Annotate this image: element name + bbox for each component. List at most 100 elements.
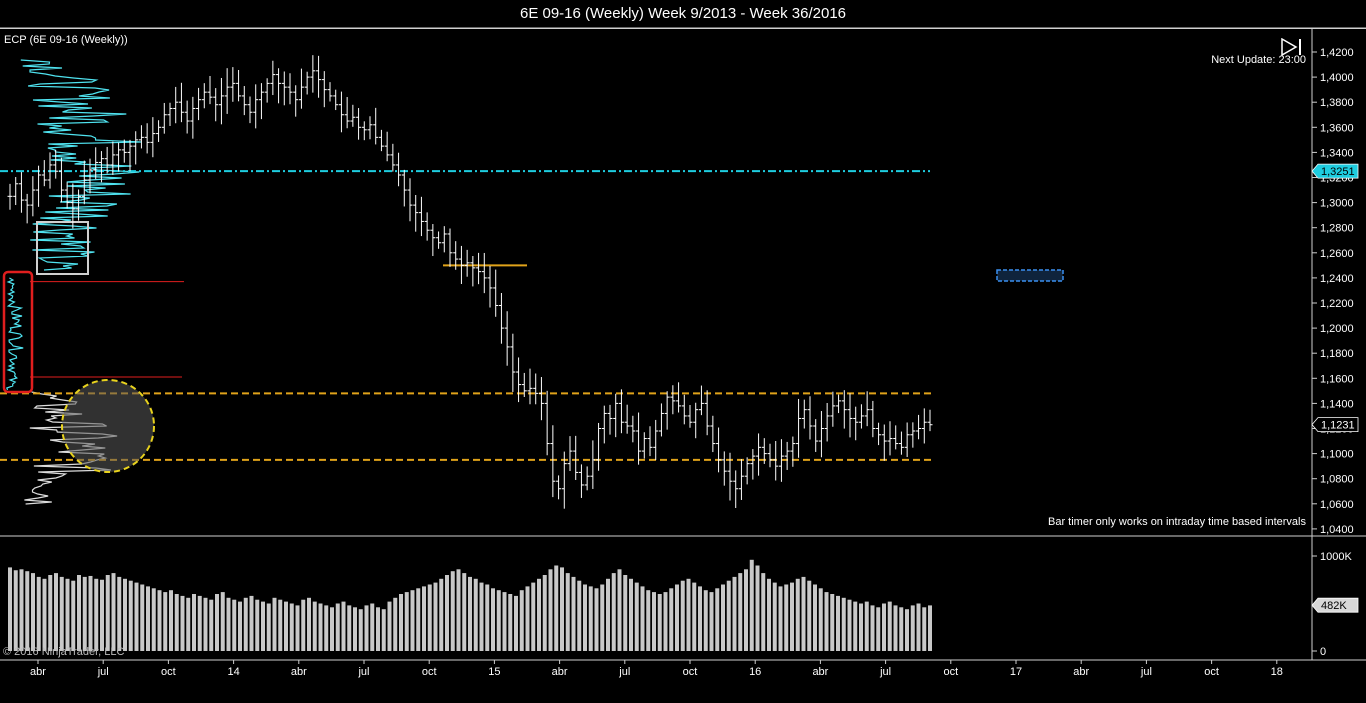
- volume-bar: [82, 576, 87, 651]
- volume-bar: [542, 575, 547, 651]
- volume-bar: [571, 576, 576, 651]
- volume-bar: [307, 597, 311, 651]
- volume-marker-label: 482K: [1321, 600, 1347, 612]
- volume-bar: [629, 578, 633, 651]
- volume-bar: [324, 605, 329, 651]
- price-tick-label: 1,0600: [1320, 499, 1354, 511]
- copyright-text: © 2016 NinjaTrader, LLC: [3, 646, 124, 658]
- volume-bar: [910, 605, 915, 651]
- time-tick-label: oct: [161, 666, 176, 678]
- volume-bar: [364, 605, 369, 651]
- volume-bar: [617, 569, 622, 651]
- volume-bar: [376, 607, 380, 651]
- volume-bar: [284, 601, 288, 651]
- volume-bar: [473, 578, 478, 651]
- volume-bar: [519, 590, 524, 651]
- next-update-label: Next Update: 23:00: [1211, 54, 1306, 66]
- volume-bar: [140, 584, 145, 651]
- volume-bar: [870, 605, 875, 651]
- volume-bar: [479, 582, 484, 651]
- volume-bar: [841, 597, 846, 651]
- volume-bar: [876, 607, 881, 651]
- last-price-marker-label: 1,1231: [1321, 420, 1355, 432]
- volume-bar: [818, 588, 823, 651]
- volume-bar: [600, 584, 605, 651]
- volume-bar: [738, 573, 743, 651]
- volume-bar: [836, 595, 840, 651]
- volume-bar: [358, 609, 363, 651]
- volume-bar: [220, 592, 225, 651]
- volume-bar: [157, 590, 162, 651]
- volume-bar: [531, 582, 536, 651]
- volume-bar: [485, 584, 490, 651]
- volume-bar: [42, 578, 47, 651]
- price-tick-label: 1,2600: [1320, 248, 1354, 260]
- price-tick-label: 1,0800: [1320, 474, 1354, 486]
- volume-bar: [353, 607, 357, 651]
- volume-bar: [272, 597, 277, 651]
- volume-bar: [192, 594, 196, 651]
- time-tick-label: jul: [357, 666, 369, 678]
- value-area-box: [36, 221, 89, 275]
- volume-bar: [657, 594, 662, 651]
- volume-bar: [767, 578, 771, 651]
- red-highlight-box: [2, 270, 34, 394]
- price-tick-label: 1,4200: [1320, 47, 1354, 59]
- time-tick-label: 17: [1010, 666, 1022, 678]
- volume-profile-cyan-lower: [6, 277, 24, 391]
- volume-bar: [663, 592, 668, 651]
- volume-bar: [422, 586, 426, 651]
- time-tick-label: abr: [1073, 666, 1089, 678]
- volume-bar: [565, 573, 570, 651]
- volume-bar: [59, 576, 64, 651]
- price-tick-label: 1,2000: [1320, 323, 1354, 335]
- price-tick-label: 1,1000: [1320, 449, 1354, 461]
- volume-bar: [393, 597, 398, 651]
- volume-bar: [36, 576, 41, 651]
- time-tick-label: abr: [812, 666, 828, 678]
- volume-bar: [623, 575, 628, 651]
- volume-marker-shape: [1311, 597, 1359, 613]
- volume-bar: [19, 569, 24, 651]
- volume-bar: [525, 586, 530, 651]
- volume-bar: [715, 588, 720, 651]
- volume-bar: [243, 597, 248, 651]
- volume-bar: [370, 603, 375, 651]
- volume-bar: [416, 588, 421, 651]
- volume-bar: [13, 570, 18, 651]
- volume-bar: [721, 584, 725, 651]
- volume-bar: [318, 603, 323, 651]
- volume-bar: [583, 584, 587, 651]
- volume-bar: [25, 571, 30, 651]
- volume-bar: [163, 592, 168, 651]
- volume-bar: [502, 592, 507, 651]
- volume-bar: [445, 575, 449, 651]
- volume-bar: [698, 586, 702, 651]
- volume-bar: [203, 597, 208, 651]
- axis-markers: 1,3251 1,1231 482K: [1311, 163, 1359, 613]
- price-tick-label: 1,1600: [1320, 373, 1354, 385]
- volume-bar: [732, 576, 737, 651]
- volume-bar: [312, 601, 317, 651]
- price-tick-label: 1,3400: [1320, 147, 1354, 159]
- volume-bar: [692, 582, 697, 651]
- volume-bar: [784, 584, 789, 651]
- volume-axis: 1000K 0: [1312, 551, 1352, 658]
- volume-bar: [905, 609, 909, 651]
- volume-bar: [675, 584, 679, 651]
- volume-bar: [330, 607, 334, 651]
- volume-bar: [261, 601, 265, 651]
- volume-bar: [105, 575, 110, 651]
- volume-bar: [450, 571, 455, 651]
- play-icon[interactable]: [1280, 38, 1304, 56]
- volume-tick-label: 1000K: [1320, 551, 1352, 563]
- volume-bar: [899, 607, 904, 651]
- volume-bar: [887, 601, 892, 651]
- volume-bar: [744, 569, 748, 651]
- volume-bar: [54, 573, 58, 651]
- ohlc-bars: [7, 55, 933, 509]
- volume-bar: [922, 607, 927, 651]
- volume-bar: [146, 586, 150, 651]
- volume-bar: [255, 599, 260, 651]
